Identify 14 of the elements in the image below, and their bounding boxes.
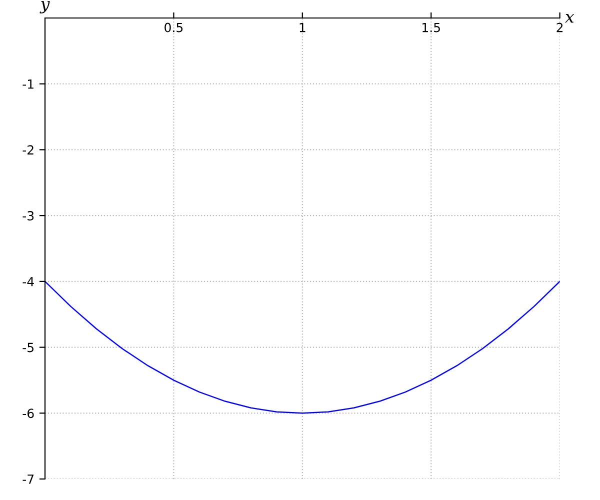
y-tick-label: -1	[22, 79, 34, 89]
line-series	[45, 280, 560, 414]
y-tick-label: -5	[22, 342, 34, 352]
y-tick-label: -6	[22, 408, 34, 418]
x-tick-label: 0.5	[164, 22, 183, 32]
y-tick-label: -2	[22, 145, 34, 154]
y-tick-label: -4	[22, 277, 34, 286]
y-axis-title: y	[40, 1, 50, 14]
y-tick-label: -7	[22, 474, 34, 484]
x-tick-label: 1.5	[422, 22, 440, 32]
x-tick-label: 2	[556, 22, 563, 32]
y-tick-label: -3	[22, 211, 34, 220]
x-tick-label: 1	[300, 22, 306, 32]
x-axis-title: x	[564, 14, 574, 23]
